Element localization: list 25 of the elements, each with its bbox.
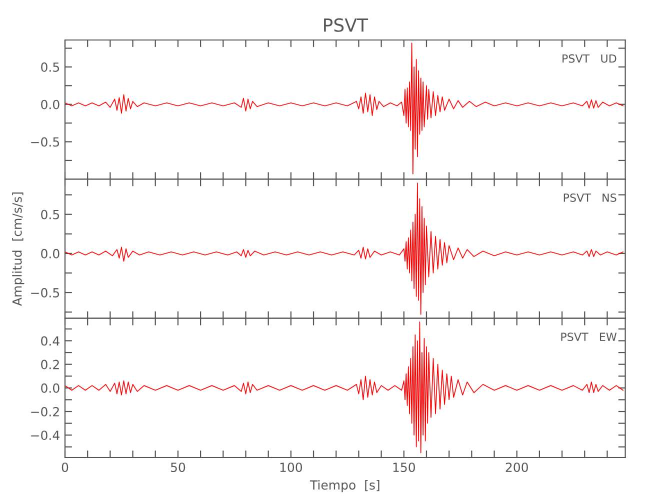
- y-tick-label: 0.2: [41, 360, 59, 370]
- line-series: [65, 321, 624, 454]
- y-tick-label: −0.5: [31, 137, 60, 147]
- y-tick-label: 0.0: [41, 248, 60, 258]
- x-tick-label: 0: [62, 462, 68, 472]
- y-tick-label: −0.4: [31, 430, 60, 440]
- y-axis-title: Amplitud [cm/s/s]: [12, 192, 24, 306]
- annotation: PSVT NS: [564, 193, 616, 202]
- y-tick-label: 0.4: [41, 336, 60, 346]
- x-tick-label: 100: [280, 462, 302, 472]
- annotation: PSVT EW: [561, 332, 617, 342]
- line-series: [65, 42, 624, 174]
- y-tick-label: 0.0: [41, 100, 60, 110]
- x-axis-title: Tiempo [s]: [310, 480, 380, 492]
- x-tick-label: 200: [506, 462, 528, 472]
- x-tick-label: 150: [393, 462, 415, 472]
- line-series: [65, 182, 624, 315]
- chart-title: PSVT: [324, 18, 368, 32]
- annotation: PSVT UD: [562, 54, 616, 63]
- y-tick-label: −0.5: [31, 288, 60, 298]
- x-tick-label: 50: [170, 462, 186, 472]
- y-tick-label: 0.0: [41, 383, 60, 393]
- y-tick-label: 0.5: [41, 210, 60, 220]
- y-tick-label: 0.5: [41, 62, 60, 72]
- y-tick-label: −0.2: [31, 406, 59, 416]
